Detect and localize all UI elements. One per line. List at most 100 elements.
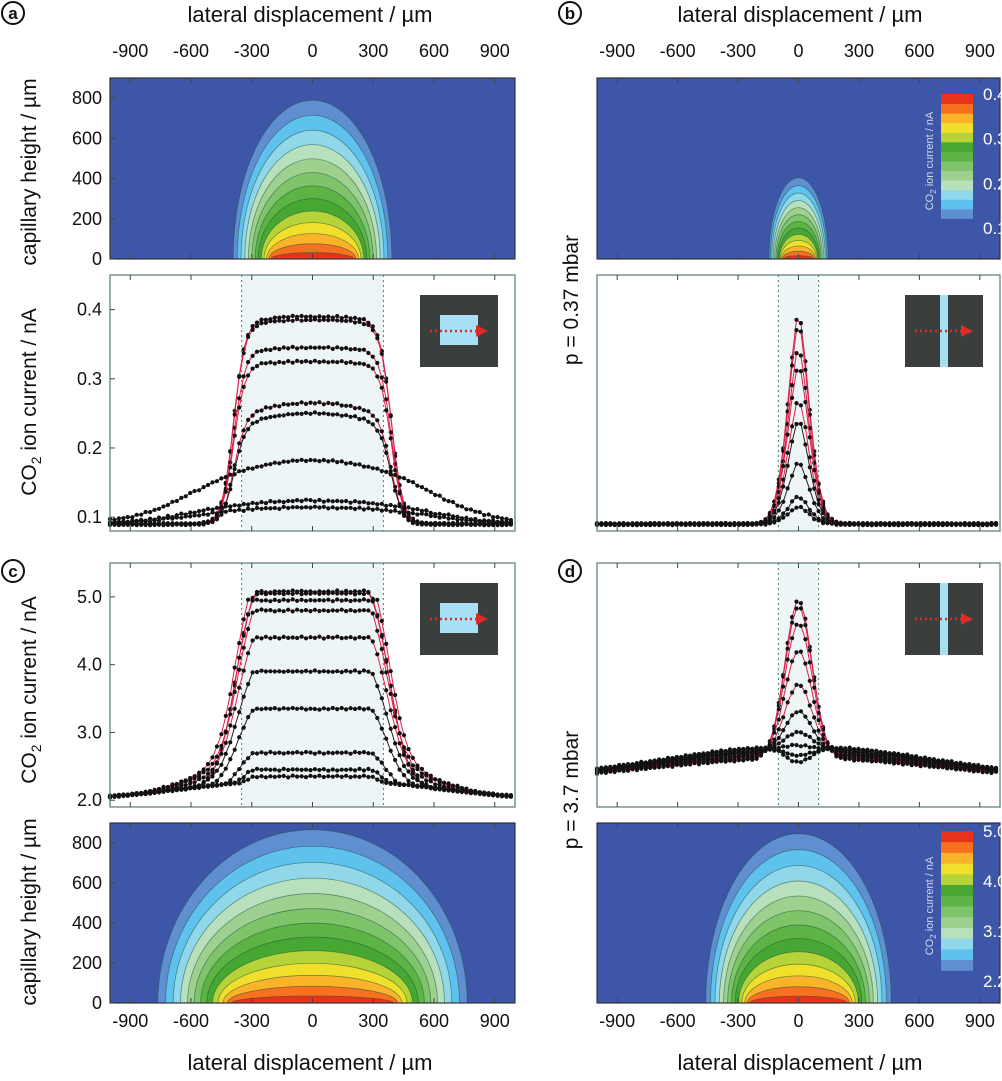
current-panel-a-series-6-point-53 [344,461,349,466]
map-a-ytick-1: 200 [72,209,102,229]
current-panel-d-series-5-point-40 [772,741,777,746]
current-panel-c-series-7-point-58 [366,751,371,756]
current-panel-c-series-7-point-45 [308,750,313,755]
current-panel-a-series-5-point-17 [183,521,188,526]
current-panel-c-series-4-point-39 [281,634,286,640]
current-panel-a-series-1-point-61 [379,351,384,356]
map-c-ytick-3: 600 [72,873,102,893]
current-panel-b-series-8-point-7 [625,522,631,527]
current-panel-b-series-8-point-6 [621,521,626,526]
current-panel-b-series-8-point-61 [865,522,870,527]
current-panel-a-series-6-point-46 [312,458,317,463]
current-panel-c-series-5-point-65 [397,753,402,758]
current-panel-d-series-5-point-50 [816,736,821,741]
current-panel-a-series-8-point-15 [174,515,179,520]
current-panel-c-series-9-point-46 [312,774,317,779]
current-panel-a-series-2-point-47 [317,345,322,350]
current-panel-c-series-5-point-53 [344,668,349,674]
current-panel-c-series-7-point-53 [344,750,349,755]
current-panel-d-series-9-point-4 [612,764,617,770]
current-panel-b-series-8-point-74 [922,522,928,528]
current-panel-d-series-9-point-39 [767,745,773,750]
current-panel-a-series-7-point-62 [384,503,389,508]
current-panel-c-series-1-point-38 [277,591,282,596]
current-panel-a-series-6-point-16 [179,495,184,500]
current-panel-a-series-7-point-26 [223,504,228,509]
current-panel-a-series-2-point-36 [268,347,273,353]
current-panel-a-series-5-point-45 [308,411,313,416]
current-panel-d-series-6-point-41 [776,741,781,746]
current-panel-c-series-8-point-34 [259,767,264,772]
current-panel-a-series-6-point-78 [455,503,460,508]
current-panel-a-series-5-point-63 [388,469,393,474]
current-panel-a-series-5-point-59 [370,422,375,427]
current-panel-c-series-2-point-51 [335,597,340,602]
current-panel-d-series-9-point-20 [683,753,688,758]
current-panel-a-series-2-point-51 [335,345,340,350]
current-panel-c-series-2-point-63 [388,669,393,674]
colorbar-high: 2.25 3.17 4.08 5.00 CO2 ion current / nA [924,822,1002,991]
current-panel-a-series-7-point-18 [188,510,193,515]
current-panel-c-series-9-point-80 [464,788,469,793]
current-panel-a-series-5-point-58 [366,419,371,424]
current-panel-a-series-1-point-28 [232,412,237,417]
current-panel-c-series-2-point-48 [321,598,326,603]
current-panel-c-series-9-point-60 [375,777,380,782]
current-panel-a-series-0-point-59 [370,324,375,329]
current-panel-a-series-6-point-55 [352,462,358,467]
current-panel-a-series-6-point-4 [125,515,130,520]
current-panel-c-series-9-point-74 [437,786,442,791]
current-panel-a-series-6-point-67 [406,478,411,484]
current-panel-a-series-8-point-32 [250,507,255,512]
current-panel-d-series-2-point-47 [803,637,808,642]
current-panel-a-series-6-point-42 [295,458,300,463]
current-panel-c-series-9-point-58 [366,774,371,780]
current-panel-a-series-7-point-24 [214,505,219,510]
current-panel-d-series-9-point-61 [865,747,870,752]
current-panel-a-series-2-point-54 [348,347,353,352]
svg-text:c: c [8,562,17,581]
current-panel-a-series-6-point-66 [401,476,407,481]
current-panel-d-series-9-point-48 [807,755,812,761]
current-panel-c-series-7-point-48 [321,751,326,756]
current-panel-b-series-8-point-45 [794,505,799,510]
current-panel-c-series-1-point-44 [303,591,309,596]
current-panel-c-series-9-point-12 [161,789,166,794]
current-panel-a-series-3-point-60 [375,374,380,379]
current-panel-a-series-6-point-29 [237,469,242,474]
current-panel-a-series-5-point-30 [241,434,246,440]
current-panel-c-series-9-point-75 [442,787,447,792]
current-panel-a-series-5-point-64 [393,488,398,493]
current-panel-a-series-7-point-31 [246,502,251,507]
current-panel-a-series-3-point-36 [268,360,273,365]
current-panel-c-series-9-point-4 [125,793,130,798]
current-panel-b-series-8-point-48 [807,511,812,517]
current-panel-d-series-9-point-56 [843,746,848,751]
current-panel-a-series-6-point-75 [442,497,447,502]
current-panel-a-series-4-point-38 [277,404,282,409]
current-panel-c-series-8-point-49 [326,768,331,773]
panel-letter-b: b [558,1,582,25]
current-panel-c-series-0-point-39 [281,589,286,594]
current-panel-a-series-3-point-37 [272,361,277,366]
current-panel-a-series-5-point-69 [415,520,420,526]
current-panel-c-series-2-point-41 [290,597,295,602]
current-panel-c-series-9-point-34 [259,774,264,779]
bottom-left-xtick-3: 0 [307,1011,317,1031]
current-panel-a-series-7-point-65 [397,504,402,509]
current-panel-c-series-7-point-62 [384,767,389,773]
current-panel-c-series-2-point-67 [406,747,411,752]
colorbar-low-label: CO2 ion current / nA [924,111,938,210]
current-panel-c-series-7-point-59 [370,751,375,756]
current-panel-a-series-7-point-49 [326,498,331,503]
current-panel-a-series-2-point-61 [379,375,384,380]
current-panel-c-series-2-point-56 [357,598,362,603]
current-panel-a-series-4-point-60 [375,418,380,423]
current-panel-a-series-0-point-34 [259,317,264,322]
current-panel-a-series-4-point-31 [246,417,251,422]
current-panel-d-series-3-point-48 [807,678,812,684]
current-panel-c-series-5-point-41 [290,669,295,674]
current-panel-a-series-6-point-30 [241,468,246,473]
current-panel-c-series-5-point-32 [250,670,255,675]
current-panel-c-series-5-point-56 [357,670,362,675]
